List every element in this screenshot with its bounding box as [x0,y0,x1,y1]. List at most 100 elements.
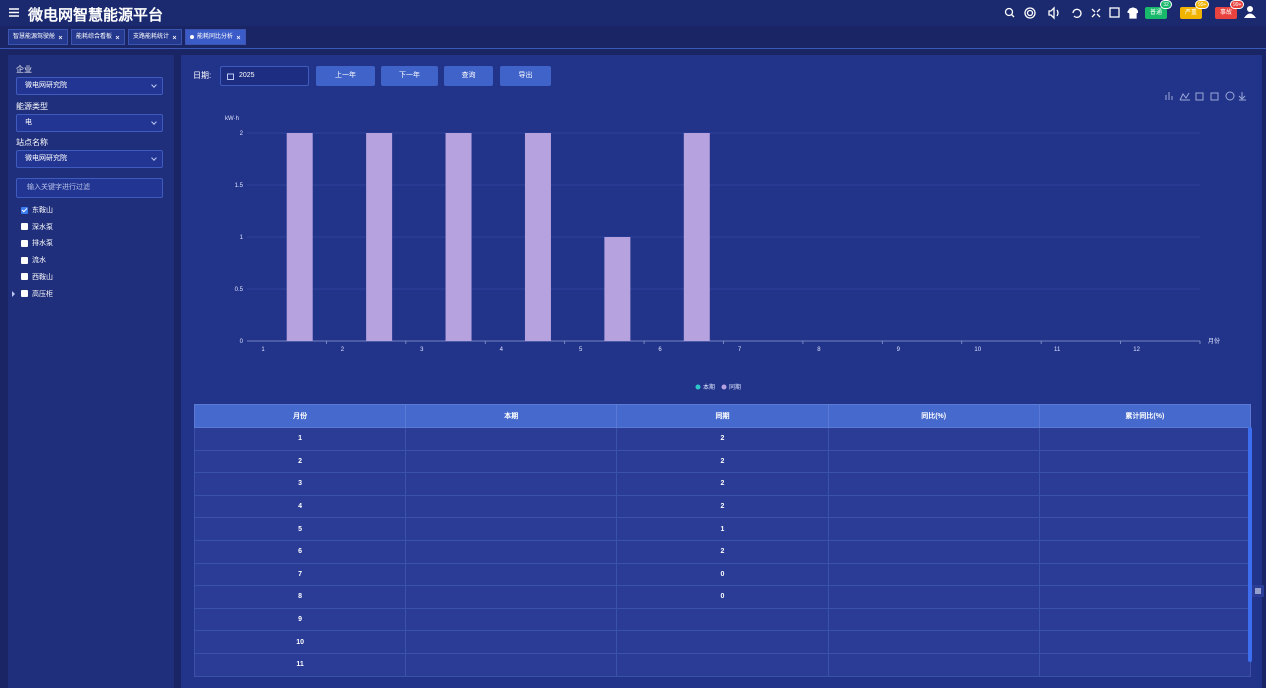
legend-marker [695,384,701,390]
select[interactable]: 电 [16,114,163,132]
table-cell: 11 [193,652,407,677]
tab[interactable]: 智慧能源驾驶舱 [8,29,69,45]
select[interactable]: 微电网研究院 [16,77,163,95]
table-row: 10 [193,630,1252,654]
select-value: 微电网研究院 [25,82,67,89]
y-tick-label: 2 [240,131,244,137]
tree-item[interactable]: 东鞍山 [21,204,53,216]
alarm-badge: 32 [1160,0,1172,9]
table-cell [827,472,1040,496]
table-cell: 0 [616,562,829,587]
x-tick-label: 2 [341,347,345,353]
table-cell: 2 [616,472,829,496]
table-cell [1038,562,1252,587]
x-tick-label: 4 [500,347,504,353]
table-cell: 2 [616,539,829,564]
toolbar-button[interactable]: 下一年 [381,66,438,86]
field-label: 站点名称 [16,138,48,147]
side-toggle[interactable] [1252,585,1264,597]
table-cell: 4 [193,494,407,519]
bar [445,133,472,341]
checkbox[interactable] [21,290,28,297]
table-cell [827,449,1040,474]
x-tick-label: 9 [897,347,901,353]
table-cell [827,517,1040,541]
select-value: 电 [25,119,32,126]
table-cell [1038,539,1252,564]
date-value: 2025 [239,72,255,79]
tab-label: 能耗同比分析 [197,34,234,40]
scrollbar[interactable] [1248,427,1252,662]
table-cell [827,562,1040,587]
table-cell [405,585,618,609]
tab-close[interactable] [58,35,63,40]
table-cell [827,652,1040,677]
table-cell [1038,607,1252,632]
tab[interactable]: 支路能耗统计 [128,29,183,45]
table-cell [1038,494,1252,519]
checkbox[interactable] [21,239,28,247]
chart-toolbox[interactable] [1164,90,1249,102]
toolbar-button[interactable]: 上一年 [316,66,375,86]
tree-item[interactable]: 流水 [21,254,46,266]
table-cell [405,427,618,451]
y-axis-label: kW·h [225,116,239,122]
alarm-button[interactable]: 普通 [1145,7,1167,19]
table-cell [616,652,829,677]
tree-label: 高压柜 [32,290,53,298]
select-arrow [151,82,157,88]
table-cell [827,630,1040,654]
table-cell [405,517,618,541]
tree-label: 流水 [32,257,46,265]
tab-close[interactable] [172,35,177,40]
select[interactable]: 微电网研究院 [16,150,163,168]
table-cell [1038,652,1252,677]
table-cell [405,494,618,519]
tab-label: 智慧能源驾驶舱 [13,34,56,40]
select-arrow [151,119,157,125]
tab-close[interactable] [115,35,120,40]
tree-label: 东鞍山 [32,207,53,214]
table-cell [827,427,1040,451]
bar [604,237,631,341]
alarm-button[interactable]: 事故 [1215,7,1237,19]
tab-close[interactable] [236,35,241,40]
x-tick-label: 10 [974,347,981,353]
table-cell [405,630,618,654]
bar [286,133,313,341]
checkbox[interactable] [21,223,28,231]
checkbox[interactable] [21,256,28,264]
table-cell: 2 [616,494,829,519]
alarm-button[interactable]: 严重 [1180,7,1202,19]
legend-marker [721,384,727,390]
app-title: 微电网智慧能源平台 [28,7,164,24]
expand-arrow [12,290,15,297]
menu-icon[interactable] [9,8,19,17]
tree-item[interactable]: 深水泵 [21,221,53,233]
toolbar-button[interactable]: 查询 [444,66,493,86]
filter-input[interactable]: 输入关键字进行过滤 [16,178,163,198]
x-tick-label: 5 [579,347,583,353]
table-cell: 0 [616,585,829,609]
sidebar: 企业 微电网研究院 能源类型电站点名称 微电网研究院 输入关键字进行过滤 东鞍山 深水泵 排水… [8,55,174,688]
bar [683,133,710,341]
column-header: 本期 [405,404,618,428]
table-cell [616,607,829,632]
table-cell [405,562,618,587]
tree-item[interactable]: 排水泵 [21,237,53,249]
tree-item[interactable]: 高压柜 [12,288,53,300]
table-cell: 7 [193,562,407,587]
user-icon[interactable] [1244,5,1256,19]
y-tick-label: 0.5 [235,287,244,293]
field-label: 企业 [16,65,32,74]
checkbox[interactable] [21,273,28,281]
select-value: 微电网研究院 [25,155,67,162]
toolbar-button[interactable]: 导出 [500,66,551,86]
date-picker[interactable]: 2025 [220,66,309,86]
legend-label: 同期 [729,383,741,391]
tree-item[interactable]: 西鞍山 [21,271,53,283]
checkbox[interactable] [21,206,28,214]
tab[interactable]: 能耗同比分析 [185,29,247,45]
tab[interactable]: 能耗综合看板 [71,29,126,45]
